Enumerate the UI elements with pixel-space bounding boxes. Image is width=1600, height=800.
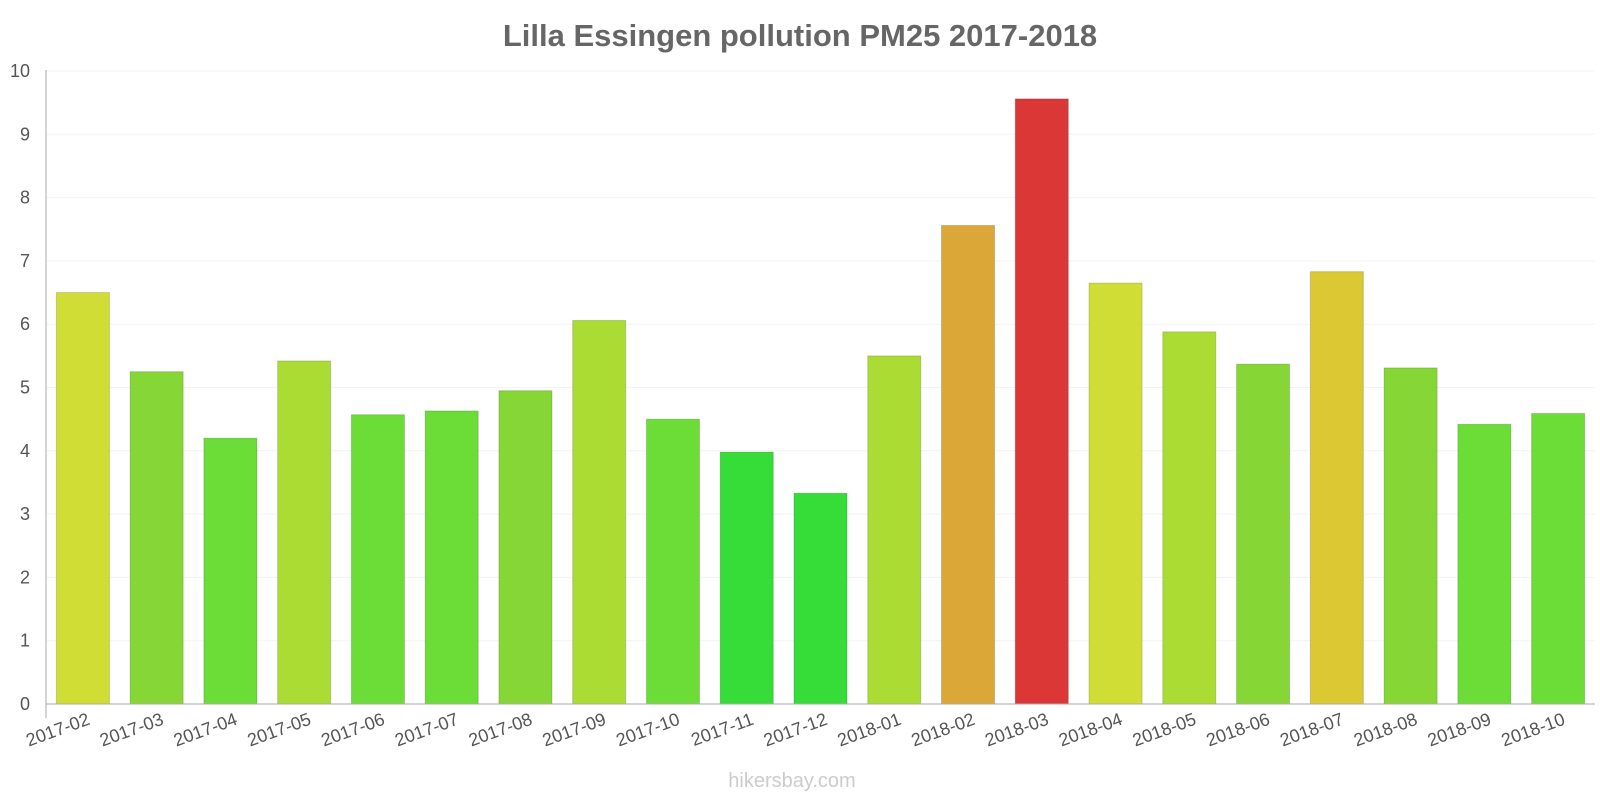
x-tick-label: 2018-06 — [1204, 709, 1273, 750]
y-tick-label: 4 — [20, 441, 30, 461]
x-tick-label: 2017-11 — [688, 709, 756, 750]
chart-title: Lilla Essingen pollution PM25 2017-2018 — [503, 18, 1097, 53]
y-tick-label: 1 — [20, 631, 30, 651]
bar-2018-09 — [1457, 423, 1512, 705]
x-tick-label: 2017-06 — [318, 709, 387, 750]
x-tick-label: 2018-10 — [1499, 709, 1568, 750]
y-axis-ticks: 0 1 2 3 4 5 6 7 8 9 10 — [10, 61, 30, 714]
x-tick-label: 2018-09 — [1425, 709, 1494, 750]
x-tick-label: 2018-03 — [982, 709, 1051, 750]
x-axis-ticks: 2017-02 2017-03 2017-04 2017-05 2017-06 2017-… — [23, 709, 1567, 750]
bar-2018-05 — [1162, 331, 1217, 705]
x-tick-label: 2017-04 — [171, 709, 240, 750]
x-tick-label: 2017-09 — [540, 709, 609, 750]
bar-2017-05 — [277, 360, 332, 705]
x-tick-label: 2017-03 — [97, 709, 166, 750]
bar-2018-10 — [1531, 412, 1586, 705]
x-tick-label: 2018-01 — [835, 709, 904, 750]
bar-2017-04 — [203, 437, 258, 705]
x-tick-label: 2017-07 — [392, 709, 461, 750]
bar-2017-08 — [498, 390, 553, 705]
x-tick-label: 2018-08 — [1351, 709, 1420, 750]
x-tick-label: 2018-04 — [1056, 709, 1125, 750]
bar-2017-12 — [793, 492, 848, 705]
bars — [55, 98, 1586, 705]
x-tick-label: 2017-12 — [761, 709, 830, 750]
x-tick-label: 2017-10 — [613, 709, 682, 750]
bar-2018-08 — [1383, 367, 1438, 705]
bar-2017-06 — [350, 414, 405, 705]
y-tick-label: 3 — [20, 504, 30, 524]
y-tick-label: 8 — [20, 188, 30, 208]
x-tick-label: 2017-02 — [23, 709, 92, 750]
bar-2018-02 — [940, 224, 996, 705]
bar-2017-03 — [129, 371, 184, 705]
x-tick-label: 2018-02 — [908, 709, 977, 750]
x-tick-label: 2017-08 — [466, 709, 535, 750]
y-tick-label: 9 — [20, 124, 30, 144]
bar-2017-11 — [719, 451, 774, 705]
y-tick-label: 6 — [20, 314, 30, 334]
y-tick-label: 2 — [20, 567, 30, 587]
bar-2018-01 — [867, 355, 922, 705]
y-tick-label: 5 — [20, 378, 30, 398]
bar-2018-04 — [1088, 282, 1143, 705]
y-tick-label: 0 — [20, 694, 30, 714]
bar-2018-03 — [1014, 98, 1069, 705]
bar-2017-07 — [424, 410, 479, 705]
x-tick-label: 2018-07 — [1277, 709, 1346, 750]
y-tick-label: 10 — [10, 61, 30, 81]
bar-2017-02 — [55, 292, 110, 705]
bar-2017-09 — [572, 319, 627, 705]
watermark: hikersbay.com — [728, 770, 855, 792]
x-tick-label: 2017-05 — [245, 709, 314, 750]
bar-2018-06 — [1236, 363, 1291, 705]
bar-2018-07 — [1309, 271, 1364, 705]
y-tick-label: 7 — [20, 251, 30, 271]
bar-2017-10 — [645, 418, 701, 705]
x-tick-label: 2018-05 — [1130, 709, 1199, 750]
